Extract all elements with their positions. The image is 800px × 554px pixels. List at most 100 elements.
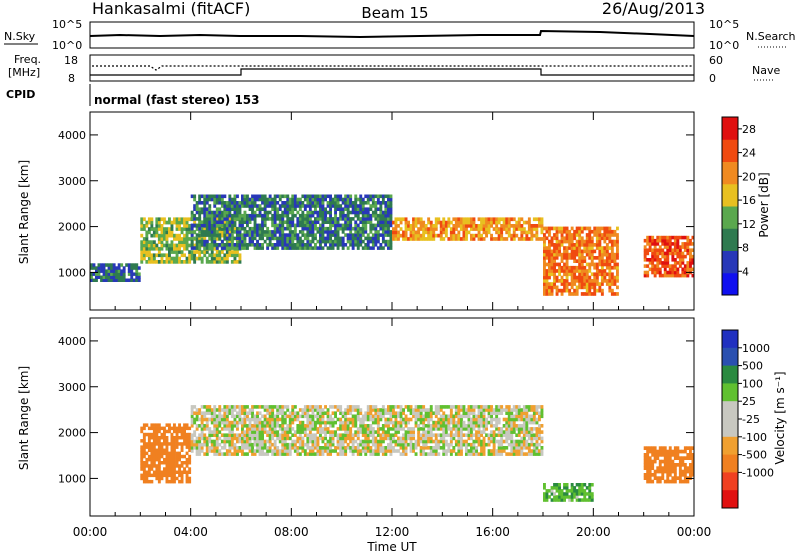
- power-cell: [563, 282, 566, 286]
- velocity-cell: [437, 439, 441, 444]
- power-cell: [409, 227, 413, 231]
- power-cell: [686, 261, 690, 265]
- velocity-cell: [359, 452, 363, 456]
- power-cell: [600, 256, 604, 260]
- power-cell: [271, 246, 275, 250]
- velocity-cell: [517, 427, 521, 431]
- velocity-cell: [241, 439, 244, 444]
- velocity-cell: [150, 467, 154, 471]
- velocity-cell: [321, 446, 325, 450]
- power-cell: [150, 256, 154, 261]
- power-cell: [112, 275, 116, 279]
- velocity-cell: [661, 459, 665, 464]
- velocity-cell: [188, 470, 192, 474]
- power-cell: [253, 246, 257, 250]
- y-tick-label: 2000: [58, 221, 86, 234]
- velocity-cell: [326, 430, 330, 434]
- power-cell: [203, 207, 207, 211]
- velocity-cell: [213, 433, 217, 437]
- power-cell: [208, 230, 212, 234]
- velocity-cell: [497, 417, 501, 422]
- power-cell: [215, 207, 219, 211]
- velocity-cell: [205, 452, 209, 456]
- power-cell: [273, 236, 277, 241]
- power-cell: [266, 201, 270, 205]
- power-cell: [293, 226, 297, 231]
- velocity-cell: [399, 442, 403, 447]
- power-cell: [236, 246, 239, 251]
- velocity-cell: [198, 442, 202, 447]
- power-cell: [243, 243, 247, 247]
- power-cell: [276, 239, 280, 244]
- power-cell: [193, 250, 197, 254]
- velocity-cell: [208, 408, 212, 412]
- power-cell: [213, 204, 217, 208]
- velocity-cell: [256, 439, 259, 444]
- power-x-axis: [89, 112, 695, 310]
- velocity-cell: [308, 436, 312, 441]
- velocity-cell: [288, 430, 292, 434]
- power-cell: [605, 279, 609, 283]
- power-cell: [208, 220, 212, 224]
- velocity-cell: [434, 411, 438, 415]
- velocity-cell: [563, 483, 566, 487]
- power-cell: [389, 233, 393, 237]
- velocity-cell: [268, 436, 272, 441]
- velocity-cell: [535, 420, 539, 425]
- power-cell: [220, 223, 224, 228]
- power-cell: [263, 194, 267, 199]
- power-cell: [543, 272, 546, 277]
- power-cell: [387, 217, 390, 221]
- power-cell: [321, 220, 325, 224]
- power-cell: [341, 243, 345, 247]
- velocity-cell: [253, 452, 257, 456]
- velocity-cell: [462, 433, 466, 437]
- velocity-cell: [532, 442, 536, 447]
- power-cell: [595, 239, 599, 244]
- velocity-cell: [288, 411, 292, 415]
- power-cell: [663, 254, 667, 259]
- power-cell: [399, 227, 403, 231]
- power-cell: [160, 237, 164, 241]
- power-cell: [387, 243, 390, 247]
- velocity-cell: [532, 408, 536, 412]
- power-cell: [424, 224, 428, 228]
- power-cell: [334, 243, 337, 247]
- velocity-cell: [422, 424, 426, 428]
- power-cell: [454, 224, 458, 228]
- velocity-cell: [276, 446, 280, 450]
- velocity-cell: [462, 420, 466, 425]
- power-cell: [656, 242, 660, 246]
- velocity-cell: [215, 442, 219, 447]
- power-cell: [298, 223, 302, 228]
- power-cell: [605, 246, 609, 250]
- velocity-cell: [278, 436, 282, 441]
- power-cell: [319, 213, 322, 218]
- power-cell: [683, 264, 687, 268]
- power-cell: [190, 243, 194, 247]
- velocity-cell: [276, 449, 280, 453]
- power-cell: [168, 250, 171, 254]
- power-cell: [308, 217, 312, 221]
- velocity-cell: [646, 449, 650, 454]
- velocity-cell: [402, 439, 405, 444]
- power-cell: [168, 256, 171, 261]
- power-cell: [228, 197, 232, 202]
- power-cell: [203, 230, 207, 234]
- power-cell: [691, 258, 695, 262]
- power-cell: [543, 269, 546, 273]
- power-cell: [600, 269, 604, 273]
- power-cell: [371, 246, 375, 250]
- power-cell: [507, 233, 511, 238]
- power-cell: [140, 217, 144, 222]
- power-cell: [190, 226, 194, 231]
- power-cell: [278, 243, 282, 247]
- velocity-cell: [470, 433, 473, 437]
- velocity-cell: [515, 417, 519, 422]
- power-cell: [291, 246, 295, 250]
- velocity-cell: [190, 408, 194, 412]
- power-cell: [359, 233, 363, 237]
- velocity-cell: [258, 449, 262, 453]
- velocity-cell: [286, 427, 290, 431]
- power-cell: [251, 213, 254, 218]
